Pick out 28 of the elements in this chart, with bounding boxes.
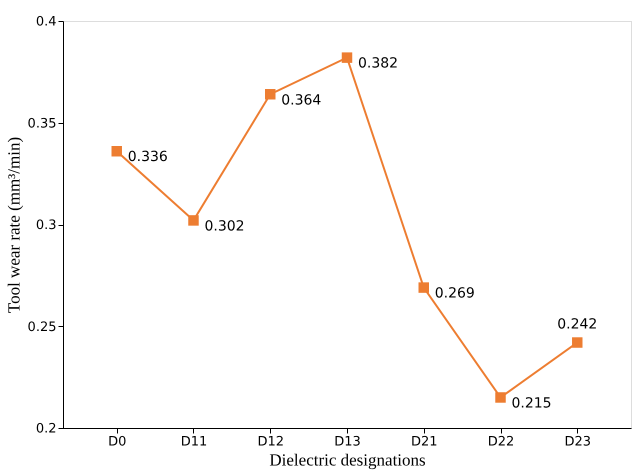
y-tick-label: 0.3 bbox=[36, 218, 56, 233]
data-label: 0.215 bbox=[512, 395, 552, 412]
y-tick-label: 0.4 bbox=[36, 14, 56, 30]
data-label: 0.382 bbox=[358, 56, 398, 72]
y-tick-label: 0.2 bbox=[36, 422, 56, 436]
y-axis-title: Tool wear rate (mm³/min) bbox=[4, 136, 24, 314]
point bbox=[572, 337, 583, 348]
x-tick-label: D0 bbox=[108, 434, 126, 450]
point bbox=[111, 146, 122, 156]
point bbox=[265, 89, 276, 100]
data-label: 0.302 bbox=[204, 218, 245, 234]
point bbox=[188, 215, 199, 226]
x-tick-label: D11 bbox=[180, 434, 208, 450]
data-label: 0.336 bbox=[128, 149, 168, 166]
point bbox=[342, 52, 352, 63]
x-axis-title: Dielectric designations bbox=[269, 450, 426, 470]
point bbox=[495, 392, 506, 403]
x-tick-label: D21 bbox=[410, 434, 438, 450]
data-label: 0.269 bbox=[434, 286, 475, 302]
x-tick-label: D23 bbox=[564, 434, 592, 450]
y-tick-label: 0.35 bbox=[28, 116, 56, 132]
y-tick-label: 0.25 bbox=[28, 320, 56, 335]
data-label: 0.364 bbox=[281, 92, 322, 108]
x-tick-label: D13 bbox=[334, 434, 361, 450]
data-label: 0.242 bbox=[557, 316, 598, 333]
point bbox=[418, 282, 429, 293]
x-tick-label: D12 bbox=[257, 434, 284, 450]
x-tick-label: D22 bbox=[488, 434, 514, 450]
